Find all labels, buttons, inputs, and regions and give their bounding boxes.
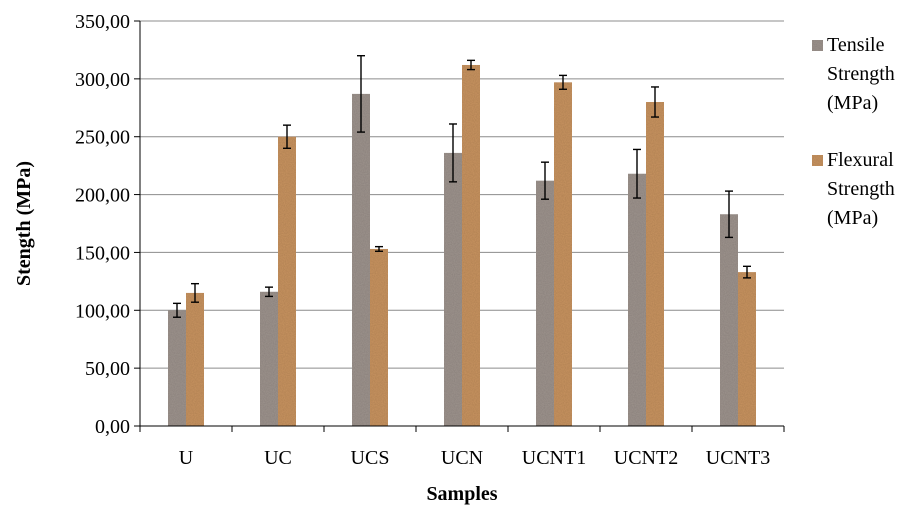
y-tick-label: 250,00 <box>75 127 130 149</box>
bar-tensile <box>628 173 646 426</box>
error-bar <box>265 286 273 298</box>
bar-tensile <box>444 152 462 426</box>
legend-item-tensile: Tensile Strength (MPa) <box>812 34 895 114</box>
error-bars <box>173 55 751 318</box>
bar-flexural <box>646 102 664 426</box>
x-tick-label: UCNT2 <box>614 447 678 469</box>
y-tick-label: 100,00 <box>75 300 130 322</box>
error-bar <box>743 265 751 279</box>
error-bar <box>173 302 181 318</box>
bar-tensile <box>536 180 554 426</box>
y-axis-ticks: 0,00 50,00 100,00 150,00 200,00 250,00 300,00 3… <box>75 11 140 438</box>
bars <box>168 64 756 427</box>
error-bar <box>559 74 567 90</box>
legend-swatch <box>812 40 823 51</box>
bar-tensile <box>720 214 738 426</box>
bar-flexural <box>738 272 756 426</box>
y-tick-label: 300,00 <box>75 69 130 91</box>
legend-label: Flexural Strength (MPa) <box>827 149 895 229</box>
y-tick-label: 200,00 <box>75 185 130 207</box>
bar-flexural <box>186 292 204 426</box>
bar-tensile <box>352 93 370 427</box>
x-tick-label: U <box>179 447 194 469</box>
legend-swatch <box>812 155 823 166</box>
y-tick-label: 50,00 <box>85 358 130 380</box>
bar-flexural <box>462 64 480 426</box>
bar-tensile <box>260 291 278 426</box>
y-axis-title: Stength (MPa) <box>13 161 35 286</box>
x-axis-ticks: U UC UCS UCN UCNT1 UCNT2 UCNT3 <box>139 426 785 469</box>
x-tick-label: UCNT3 <box>706 447 770 469</box>
x-tick-label: UCNT1 <box>522 447 586 469</box>
error-bar <box>725 190 733 239</box>
error-bar <box>633 148 641 199</box>
legend: Tensile Strength (MPa) Flexural Strength (MPa… <box>812 34 895 229</box>
x-tick-label: UC <box>264 447 292 469</box>
x-axis-title: Samples <box>426 483 497 505</box>
error-bar <box>651 86 659 118</box>
x-tick-label: UCN <box>441 447 483 469</box>
error-bar <box>467 59 475 71</box>
error-bar <box>357 55 365 133</box>
error-bar <box>449 123 457 183</box>
y-tick-label: 150,00 <box>75 242 130 264</box>
error-bar <box>375 245 383 252</box>
error-bar <box>191 282 199 303</box>
legend-item-flexural: Flexural Strength (MPa) <box>812 149 895 229</box>
bar-flexural <box>370 248 388 426</box>
legend-label: Tensile Strength (MPa) <box>827 34 895 114</box>
bar-flexural <box>554 82 572 426</box>
y-tick-label: 0,00 <box>95 416 130 438</box>
y-tick-label: 350,00 <box>75 11 130 33</box>
bar-tensile <box>168 310 186 426</box>
error-bar <box>283 124 291 149</box>
bar-flexural <box>278 136 296 426</box>
x-tick-label: UCS <box>351 447 390 469</box>
error-bar <box>541 161 549 200</box>
